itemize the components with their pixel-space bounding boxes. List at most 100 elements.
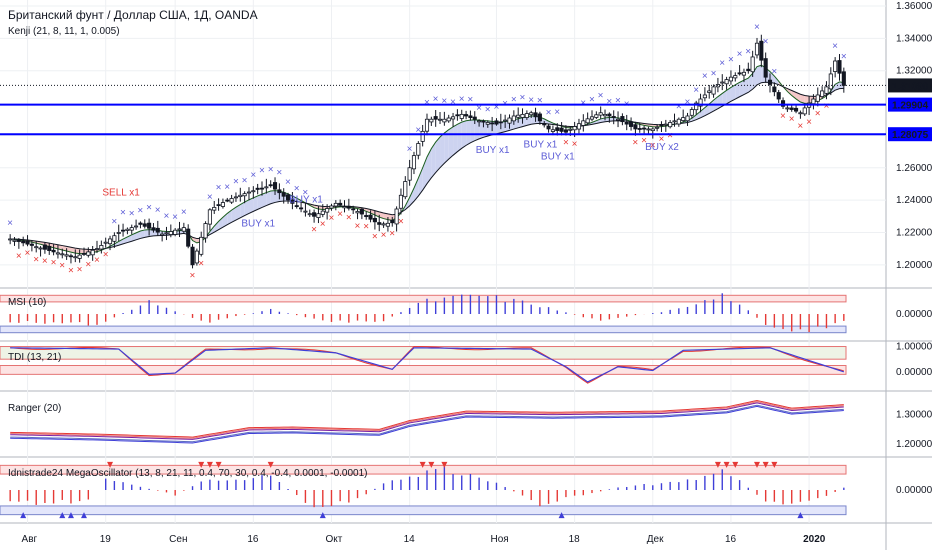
candle <box>316 206 321 224</box>
cloud-segment <box>605 117 610 122</box>
candle-body <box>459 113 464 119</box>
signal-x-marker: × <box>7 218 13 229</box>
candle-body <box>134 225 139 228</box>
candle-body <box>524 113 529 118</box>
candle-body <box>51 249 56 253</box>
candle <box>750 50 755 77</box>
candle <box>246 187 252 201</box>
candle <box>81 247 87 256</box>
candle-body <box>64 254 69 257</box>
candle <box>711 84 716 98</box>
cloud-segment <box>370 209 375 215</box>
candle-body <box>594 114 599 118</box>
candle <box>559 122 564 136</box>
candle <box>685 112 690 126</box>
candle-body <box>385 222 390 227</box>
candle-body <box>38 247 43 250</box>
kenji-slow-line <box>10 81 844 251</box>
mega-up-triangle <box>797 512 804 519</box>
candle <box>277 183 282 200</box>
signal-x-marker: × <box>294 184 300 195</box>
mega-tick-label: 0.00000 <box>896 485 932 496</box>
signal-x-marker: × <box>667 130 673 141</box>
candle <box>242 191 247 204</box>
candle-body <box>168 231 173 235</box>
candle-body <box>650 128 655 132</box>
candle-body <box>611 116 616 119</box>
candle <box>294 199 299 209</box>
candles <box>8 34 846 269</box>
signal-x-marker: × <box>120 208 126 219</box>
signal-x-marker: × <box>441 96 447 107</box>
candle-body <box>303 210 308 213</box>
msi-upper-zone <box>0 294 847 303</box>
cloud-segment <box>227 210 232 225</box>
signal-x-marker: × <box>77 265 83 276</box>
candle <box>607 112 612 123</box>
signal-label: BUY x1 <box>241 219 275 230</box>
candle-body <box>789 107 794 110</box>
cloud-segment <box>526 115 532 126</box>
cloud-segment <box>387 213 393 221</box>
price-tick-label: 1.26000 <box>896 163 932 174</box>
candle <box>225 197 230 203</box>
candle <box>772 82 777 97</box>
candle-body <box>394 208 399 225</box>
cloud-segment <box>804 95 810 104</box>
cloud-segment <box>700 107 705 118</box>
signal-x-marker: × <box>129 209 135 220</box>
candle-body <box>820 90 825 98</box>
chart-title: Британский фунт / Доллар США, 1Д, OANDA <box>8 8 258 22</box>
date-tick-label: 16 <box>247 534 259 545</box>
signal-x-marker: × <box>832 41 838 52</box>
candle <box>368 210 373 223</box>
candle <box>203 221 208 243</box>
candle <box>8 234 13 245</box>
tdi-main-line <box>10 347 845 383</box>
cloud-segment <box>440 133 445 168</box>
candle-body <box>655 126 660 129</box>
candle <box>741 68 747 83</box>
candle <box>650 127 655 139</box>
signal-x-marker: × <box>711 68 717 79</box>
candle-body <box>537 113 542 122</box>
tdi-pane-title: TDI (13, 21) <box>8 352 61 363</box>
candle-body <box>77 254 82 259</box>
cloud-segment <box>492 121 497 135</box>
candle-body <box>147 222 152 229</box>
candle-body <box>707 90 712 93</box>
cloud-segment <box>244 199 249 216</box>
candle <box>794 105 799 114</box>
candle <box>451 112 456 127</box>
candle-body <box>598 112 603 116</box>
candle <box>116 224 121 242</box>
candle-body <box>581 120 586 126</box>
candle-body <box>47 245 52 251</box>
candle-body <box>99 245 104 250</box>
date-tick-label: Сен <box>169 534 187 545</box>
candle-body <box>802 107 807 115</box>
candle-body <box>720 81 725 84</box>
candle <box>763 52 768 83</box>
candle-body <box>550 129 555 132</box>
candle-body <box>563 129 568 133</box>
signal-x-marker: × <box>398 216 404 227</box>
candle-body <box>355 211 360 214</box>
signal-x-marker: × <box>528 95 534 106</box>
candle-body <box>42 244 47 250</box>
candle-body <box>86 251 91 256</box>
candle <box>229 194 234 204</box>
candle <box>637 123 642 133</box>
candle-body <box>472 116 477 120</box>
mega-down-triangle <box>107 461 114 468</box>
candle <box>672 113 677 127</box>
cloud-segment <box>444 129 449 164</box>
cloud-segment <box>257 194 263 210</box>
candle-body <box>689 109 694 116</box>
signal-x-marker: × <box>346 213 352 224</box>
candle-body <box>672 120 677 123</box>
candle <box>398 188 403 215</box>
candle-body <box>25 240 30 245</box>
candle <box>624 114 629 131</box>
